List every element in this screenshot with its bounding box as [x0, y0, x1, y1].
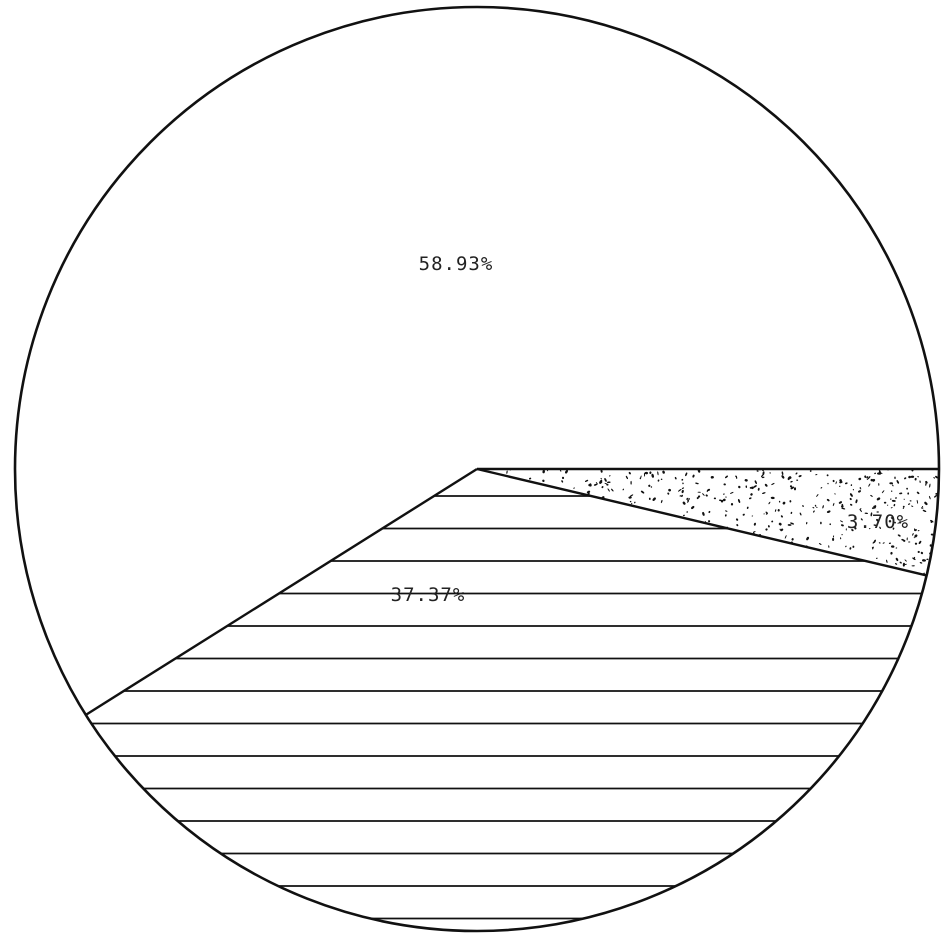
slice-label-3: 37.37%	[391, 584, 466, 606]
slice-label-1: 58.93%	[419, 253, 494, 275]
slice-divider	[85, 467, 478, 716]
slice-plain	[15, 6, 939, 715]
slice-hatched	[85, 469, 927, 931]
slice-divider	[476, 467, 927, 577]
slice-label-2: 3.70%	[847, 511, 909, 533]
